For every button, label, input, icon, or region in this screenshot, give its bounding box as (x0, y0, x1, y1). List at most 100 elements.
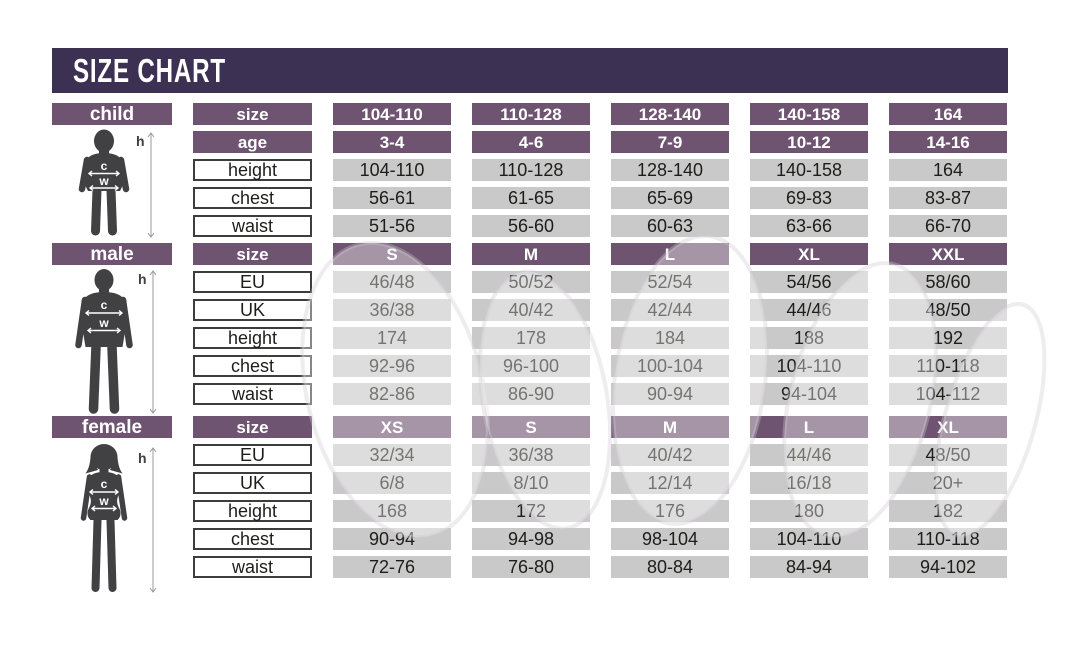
data-cell: 98-104 (611, 528, 729, 550)
figure-space (52, 187, 172, 209)
data-cell: 128-140 (611, 159, 729, 181)
data-cell: 8/10 (472, 472, 590, 494)
data-cell: 182 (889, 500, 1007, 522)
figure-space (52, 327, 172, 349)
section-label-female: female (52, 416, 172, 438)
row-label-eu: EU (193, 444, 312, 466)
data-cell: 52/54 (611, 271, 729, 293)
data-cell: 80-84 (611, 556, 729, 578)
data-cell: 48/50 (889, 444, 1007, 466)
data-cell: 82-86 (333, 383, 451, 405)
row-label-size: size (193, 416, 312, 438)
col-header-cell: M (472, 243, 590, 265)
col-header-cell: XL (750, 243, 868, 265)
age-cell: 14-16 (889, 131, 1007, 153)
col-header-cell: L (750, 416, 868, 438)
data-cell: 86-90 (472, 383, 590, 405)
data-cell: 56-61 (333, 187, 451, 209)
data-cell: 42/44 (611, 299, 729, 321)
figure-space (52, 500, 172, 522)
header-bar: SIZE CHART (52, 48, 1008, 93)
age-cell: 10-12 (750, 131, 868, 153)
data-cell: 83-87 (889, 187, 1007, 209)
figure-space (52, 444, 172, 466)
figure-space (52, 556, 172, 578)
data-cell: 192 (889, 327, 1007, 349)
data-cell: 46/48 (333, 271, 451, 293)
data-cell: 104-110 (750, 528, 868, 550)
figure-space (52, 131, 172, 153)
data-cell: 16/18 (750, 472, 868, 494)
row-label-height: height (193, 327, 312, 349)
data-cell: 110-118 (889, 355, 1007, 377)
data-cell: 60-63 (611, 215, 729, 237)
data-cell: 104-110 (333, 159, 451, 181)
col-header-cell: 110-128 (472, 103, 590, 125)
data-cell: 100-104 (611, 355, 729, 377)
arrow-down-icon (149, 408, 157, 414)
data-cell: 32/34 (333, 444, 451, 466)
data-cell: 51-56 (333, 215, 451, 237)
row-label-height: height (193, 500, 312, 522)
row-label-chest: chest (193, 355, 312, 377)
data-cell: 40/42 (472, 299, 590, 321)
row-label-uk: UK (193, 299, 312, 321)
data-cell: 174 (333, 327, 451, 349)
col-header-cell: M (611, 416, 729, 438)
age-cell: 4-6 (472, 131, 590, 153)
data-cell: 180 (750, 500, 868, 522)
row-label-waist: waist (193, 215, 312, 237)
col-header-cell: 128-140 (611, 103, 729, 125)
section-male: male size S M L XL XXL EU 46/48 50/52 52… (52, 243, 1008, 414)
data-cell: 188 (750, 327, 868, 349)
data-cell: 6/8 (333, 472, 451, 494)
data-cell: 76-80 (472, 556, 590, 578)
col-header-cell: 164 (889, 103, 1007, 125)
row-label-eu: EU (193, 271, 312, 293)
figure-space (52, 215, 172, 237)
data-cell: 56-60 (472, 215, 590, 237)
col-header-cell: S (472, 416, 590, 438)
row-label-height: height (193, 159, 312, 181)
data-cell: 172 (472, 500, 590, 522)
data-cell: 40/42 (611, 444, 729, 466)
data-cell: 44/46 (750, 299, 868, 321)
data-cell: 44/46 (750, 444, 868, 466)
data-cell: 164 (889, 159, 1007, 181)
section-label-child: child (52, 103, 172, 125)
row-label-waist: waist (193, 556, 312, 578)
data-cell: 12/14 (611, 472, 729, 494)
data-cell: 65-69 (611, 187, 729, 209)
data-cell: 72-76 (333, 556, 451, 578)
data-cell: 104-110 (750, 355, 868, 377)
figure-space (52, 159, 172, 181)
data-cell: 50/52 (472, 271, 590, 293)
data-cell: 94-102 (889, 556, 1007, 578)
row-label-size: size (193, 103, 312, 125)
row-label-size: size (193, 243, 312, 265)
figure-space (52, 528, 172, 550)
row-label-uk: UK (193, 472, 312, 494)
arrow-down-icon (149, 587, 157, 593)
data-cell: 20+ (889, 472, 1007, 494)
data-cell: 61-65 (472, 187, 590, 209)
figure-space (52, 383, 172, 405)
data-cell: 58/60 (889, 271, 1007, 293)
row-label-chest: chest (193, 528, 312, 550)
data-cell: 90-94 (333, 528, 451, 550)
data-cell: 66-70 (889, 215, 1007, 237)
figure-space (52, 271, 172, 293)
section-female: female size XS S M L XL EU 32/34 36/38 4… (52, 416, 1008, 593)
col-header-cell: 104-110 (333, 103, 451, 125)
row-label-chest: chest (193, 187, 312, 209)
data-cell: 178 (472, 327, 590, 349)
data-cell: 69-83 (750, 187, 868, 209)
figure-space (52, 472, 172, 494)
row-label-waist: waist (193, 383, 312, 405)
data-cell: 140-158 (750, 159, 868, 181)
data-cell: 110-118 (889, 528, 1007, 550)
data-cell: 104-112 (889, 383, 1007, 405)
data-cell: 92-96 (333, 355, 451, 377)
data-cell: 184 (611, 327, 729, 349)
figure-space (52, 355, 172, 377)
